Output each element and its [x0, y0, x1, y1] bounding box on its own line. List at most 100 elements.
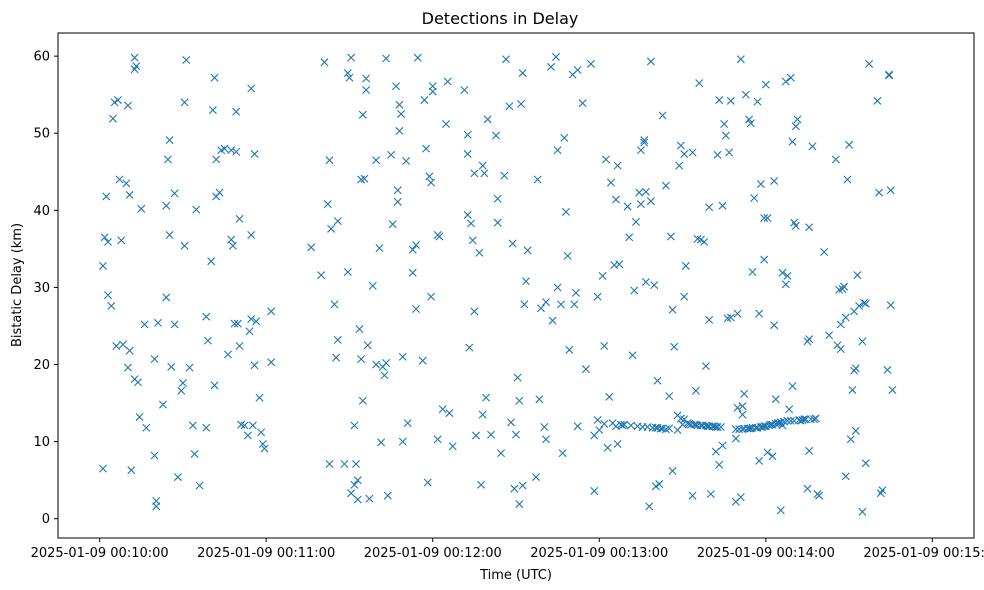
- data-point: [885, 70, 894, 79]
- data-point: [553, 283, 562, 292]
- data-point: [192, 205, 201, 214]
- data-point: [438, 405, 447, 414]
- data-point: [442, 119, 451, 128]
- data-point: [646, 57, 655, 66]
- data-point: [640, 136, 649, 145]
- data-point: [448, 442, 457, 451]
- data-point: [460, 86, 469, 95]
- data-point: [150, 451, 159, 460]
- data-point: [886, 301, 895, 310]
- data-point: [470, 169, 479, 178]
- data-point: [165, 231, 174, 239]
- data-point: [725, 148, 734, 157]
- data-point: [783, 271, 792, 280]
- data-point: [122, 179, 131, 188]
- data-point: [741, 90, 750, 99]
- data-point: [701, 362, 710, 371]
- data-point: [646, 197, 655, 206]
- data-point: [781, 280, 790, 289]
- data-point: [502, 55, 510, 64]
- data-point: [108, 114, 117, 123]
- data-point: [551, 52, 560, 61]
- data-point: [493, 194, 502, 203]
- data-point: [380, 371, 389, 380]
- data-point: [478, 410, 487, 419]
- data-point: [680, 292, 689, 301]
- data-point: [523, 246, 532, 255]
- data-point: [540, 422, 549, 431]
- data-point: [755, 456, 764, 465]
- data-point: [433, 435, 442, 444]
- data-point: [358, 110, 367, 119]
- data-point: [581, 365, 590, 374]
- data-point: [465, 343, 474, 352]
- data-point: [483, 115, 492, 124]
- data-point: [188, 421, 197, 430]
- data-point: [382, 358, 391, 367]
- data-point: [383, 491, 392, 500]
- data-points: [98, 52, 897, 516]
- data-point: [640, 138, 649, 147]
- data-point: [776, 506, 785, 515]
- data-point: [711, 447, 720, 456]
- data-point: [713, 422, 722, 431]
- data-point: [250, 150, 259, 159]
- data-point: [235, 214, 244, 223]
- data-point: [573, 422, 582, 431]
- data-point: [195, 481, 204, 490]
- data-point: [178, 379, 187, 388]
- data-point: [755, 309, 764, 318]
- data-point: [125, 190, 134, 199]
- data-point: [760, 214, 769, 223]
- data-point: [333, 335, 342, 344]
- data-point: [492, 131, 501, 140]
- data-point: [605, 392, 614, 401]
- data-point: [615, 260, 624, 269]
- data-point: [362, 74, 371, 83]
- data-point: [235, 342, 244, 351]
- y-tick-label: 30: [33, 281, 50, 296]
- data-point: [626, 421, 635, 430]
- data-point: [142, 423, 151, 432]
- data-point: [603, 443, 612, 452]
- data-point: [736, 493, 745, 502]
- data-point: [601, 155, 610, 164]
- data-point: [463, 150, 472, 159]
- data-point: [412, 305, 421, 314]
- data-point: [756, 180, 765, 189]
- data-point: [746, 119, 755, 128]
- data-point: [785, 405, 794, 414]
- data-point: [353, 495, 362, 504]
- data-point: [388, 220, 397, 229]
- data-point: [851, 364, 860, 373]
- data-point: [845, 140, 854, 149]
- data-point: [618, 421, 627, 430]
- data-point: [820, 247, 829, 256]
- data-point: [731, 434, 740, 443]
- data-point: [150, 355, 159, 364]
- data-point: [233, 319, 242, 328]
- data-point: [535, 395, 544, 404]
- data-point: [810, 415, 819, 424]
- data-point: [781, 77, 790, 86]
- plot-frame: [57, 32, 975, 539]
- data-point: [586, 59, 595, 68]
- data-point: [487, 430, 496, 439]
- data-point: [803, 484, 812, 493]
- data-point: [355, 325, 364, 334]
- data-point: [560, 133, 569, 142]
- data-point: [112, 342, 121, 351]
- data-point: [696, 235, 705, 244]
- data-point: [855, 301, 864, 310]
- data-point: [100, 233, 109, 242]
- data-point: [840, 282, 849, 291]
- data-point: [616, 420, 625, 429]
- y-tick-label: 20: [33, 358, 50, 373]
- data-point: [733, 309, 742, 318]
- data-point: [402, 156, 411, 165]
- data-point: [320, 58, 329, 67]
- data-point: [478, 161, 487, 170]
- data-point: [641, 187, 650, 196]
- data-point: [382, 54, 391, 63]
